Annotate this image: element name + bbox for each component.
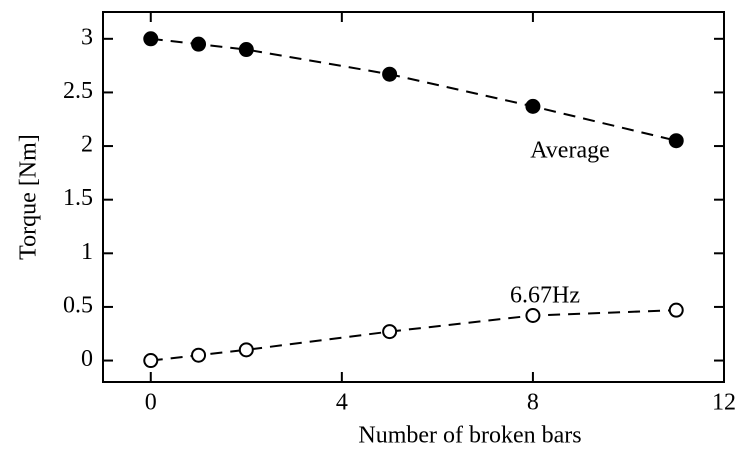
y-tick-label: 2.5 (63, 78, 93, 104)
data-point (143, 31, 159, 47)
data-point (382, 66, 398, 82)
y-tick-label: 1.5 (63, 185, 93, 211)
data-point (238, 42, 254, 58)
x-tick-label: 0 (145, 390, 157, 416)
data-point (668, 302, 684, 318)
y-tick-label: 3 (81, 24, 93, 50)
x-tick-label: 8 (527, 390, 539, 416)
data-point (191, 36, 207, 52)
x-axis-label: Number of broken bars (358, 423, 581, 449)
y-axis-label: Torque [Nm] (16, 134, 42, 260)
series-label: Average (530, 138, 610, 164)
x-tick-label: 4 (336, 390, 348, 416)
data-point (143, 353, 159, 369)
x-tick-label: 12 (712, 390, 736, 416)
data-point (238, 342, 254, 358)
series-label: 6.67Hz (510, 283, 580, 309)
data-point (382, 324, 398, 340)
y-tick-label: 0.5 (63, 292, 93, 318)
trend-line (150, 37, 677, 142)
y-tick-label: 2 (81, 132, 93, 158)
data-point (668, 133, 684, 149)
plot-frame (102, 11, 725, 383)
trend-line (150, 309, 677, 362)
data-point (525, 308, 541, 324)
y-tick-label: 0 (81, 346, 93, 372)
data-point (525, 98, 541, 114)
y-tick-label: 1 (81, 239, 93, 265)
data-point (191, 347, 207, 363)
